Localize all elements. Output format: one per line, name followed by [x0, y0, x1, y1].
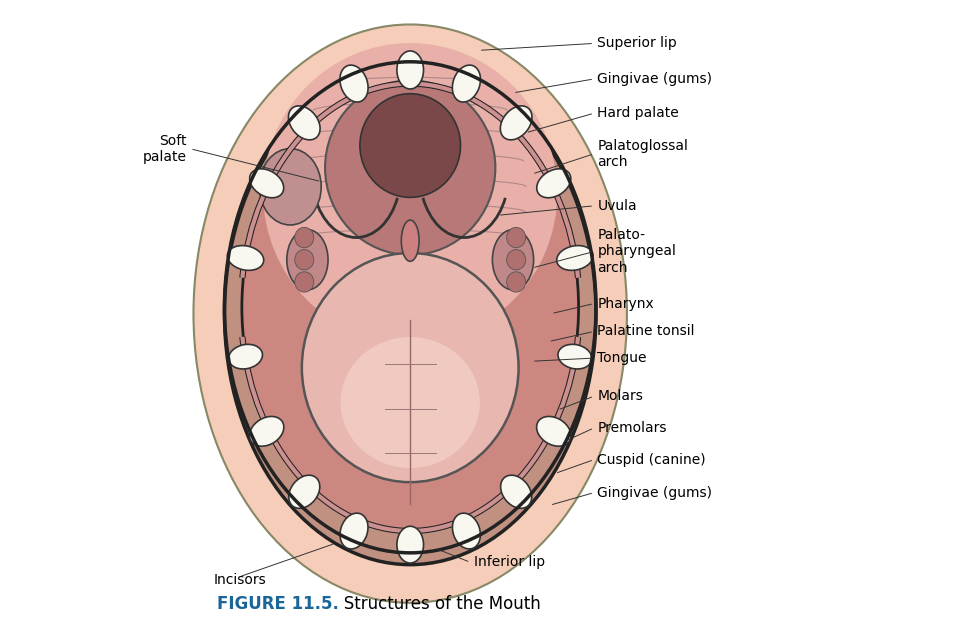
Ellipse shape [558, 344, 591, 369]
Ellipse shape [225, 63, 596, 564]
Ellipse shape [507, 227, 526, 248]
Ellipse shape [242, 84, 579, 531]
Text: FIGURE 11.5.: FIGURE 11.5. [217, 595, 339, 613]
Ellipse shape [401, 220, 420, 261]
Ellipse shape [341, 337, 480, 468]
Ellipse shape [557, 246, 593, 270]
Ellipse shape [507, 272, 526, 292]
Ellipse shape [452, 65, 481, 102]
Text: Soft
palate: Soft palate [143, 134, 187, 164]
Ellipse shape [500, 475, 532, 508]
Ellipse shape [289, 475, 320, 508]
Ellipse shape [295, 250, 314, 270]
Text: Tongue: Tongue [597, 351, 647, 365]
Ellipse shape [194, 24, 627, 603]
Ellipse shape [507, 250, 526, 270]
Text: Superior lip: Superior lip [597, 36, 677, 51]
Ellipse shape [295, 227, 314, 248]
Text: Uvula: Uvula [597, 199, 637, 212]
Ellipse shape [360, 93, 461, 197]
Text: Palato-
pharyngeal
arch: Palato- pharyngeal arch [597, 228, 676, 275]
Ellipse shape [396, 51, 423, 89]
Text: Premolars: Premolars [597, 421, 667, 435]
Text: Inferior lip: Inferior lip [473, 556, 544, 570]
Ellipse shape [287, 230, 328, 290]
Ellipse shape [500, 106, 532, 140]
Ellipse shape [396, 526, 423, 563]
Ellipse shape [228, 246, 264, 270]
Ellipse shape [295, 272, 314, 292]
Ellipse shape [325, 81, 495, 255]
Text: Gingivae (gums): Gingivae (gums) [597, 72, 712, 86]
Ellipse shape [537, 417, 571, 446]
Ellipse shape [340, 513, 368, 549]
Ellipse shape [250, 169, 284, 198]
Ellipse shape [452, 513, 480, 549]
Text: Palatoglossal
arch: Palatoglossal arch [597, 139, 688, 169]
Text: Hard palate: Hard palate [597, 106, 679, 120]
Ellipse shape [492, 230, 534, 290]
Text: Structures of the Mouth: Structures of the Mouth [327, 595, 540, 613]
Ellipse shape [263, 43, 557, 343]
Text: Gingivae (gums): Gingivae (gums) [597, 486, 712, 500]
Text: Molars: Molars [597, 389, 643, 403]
Text: Palatine tonsil: Palatine tonsil [597, 324, 695, 339]
Ellipse shape [228, 344, 262, 369]
Text: Pharynx: Pharynx [597, 296, 654, 310]
Ellipse shape [288, 106, 320, 140]
Ellipse shape [301, 253, 518, 482]
Text: Incisors: Incisors [213, 573, 266, 587]
Text: Cuspid (canine): Cuspid (canine) [597, 452, 706, 467]
Ellipse shape [537, 169, 571, 198]
Ellipse shape [250, 417, 284, 446]
Ellipse shape [340, 65, 368, 102]
Ellipse shape [259, 148, 322, 225]
